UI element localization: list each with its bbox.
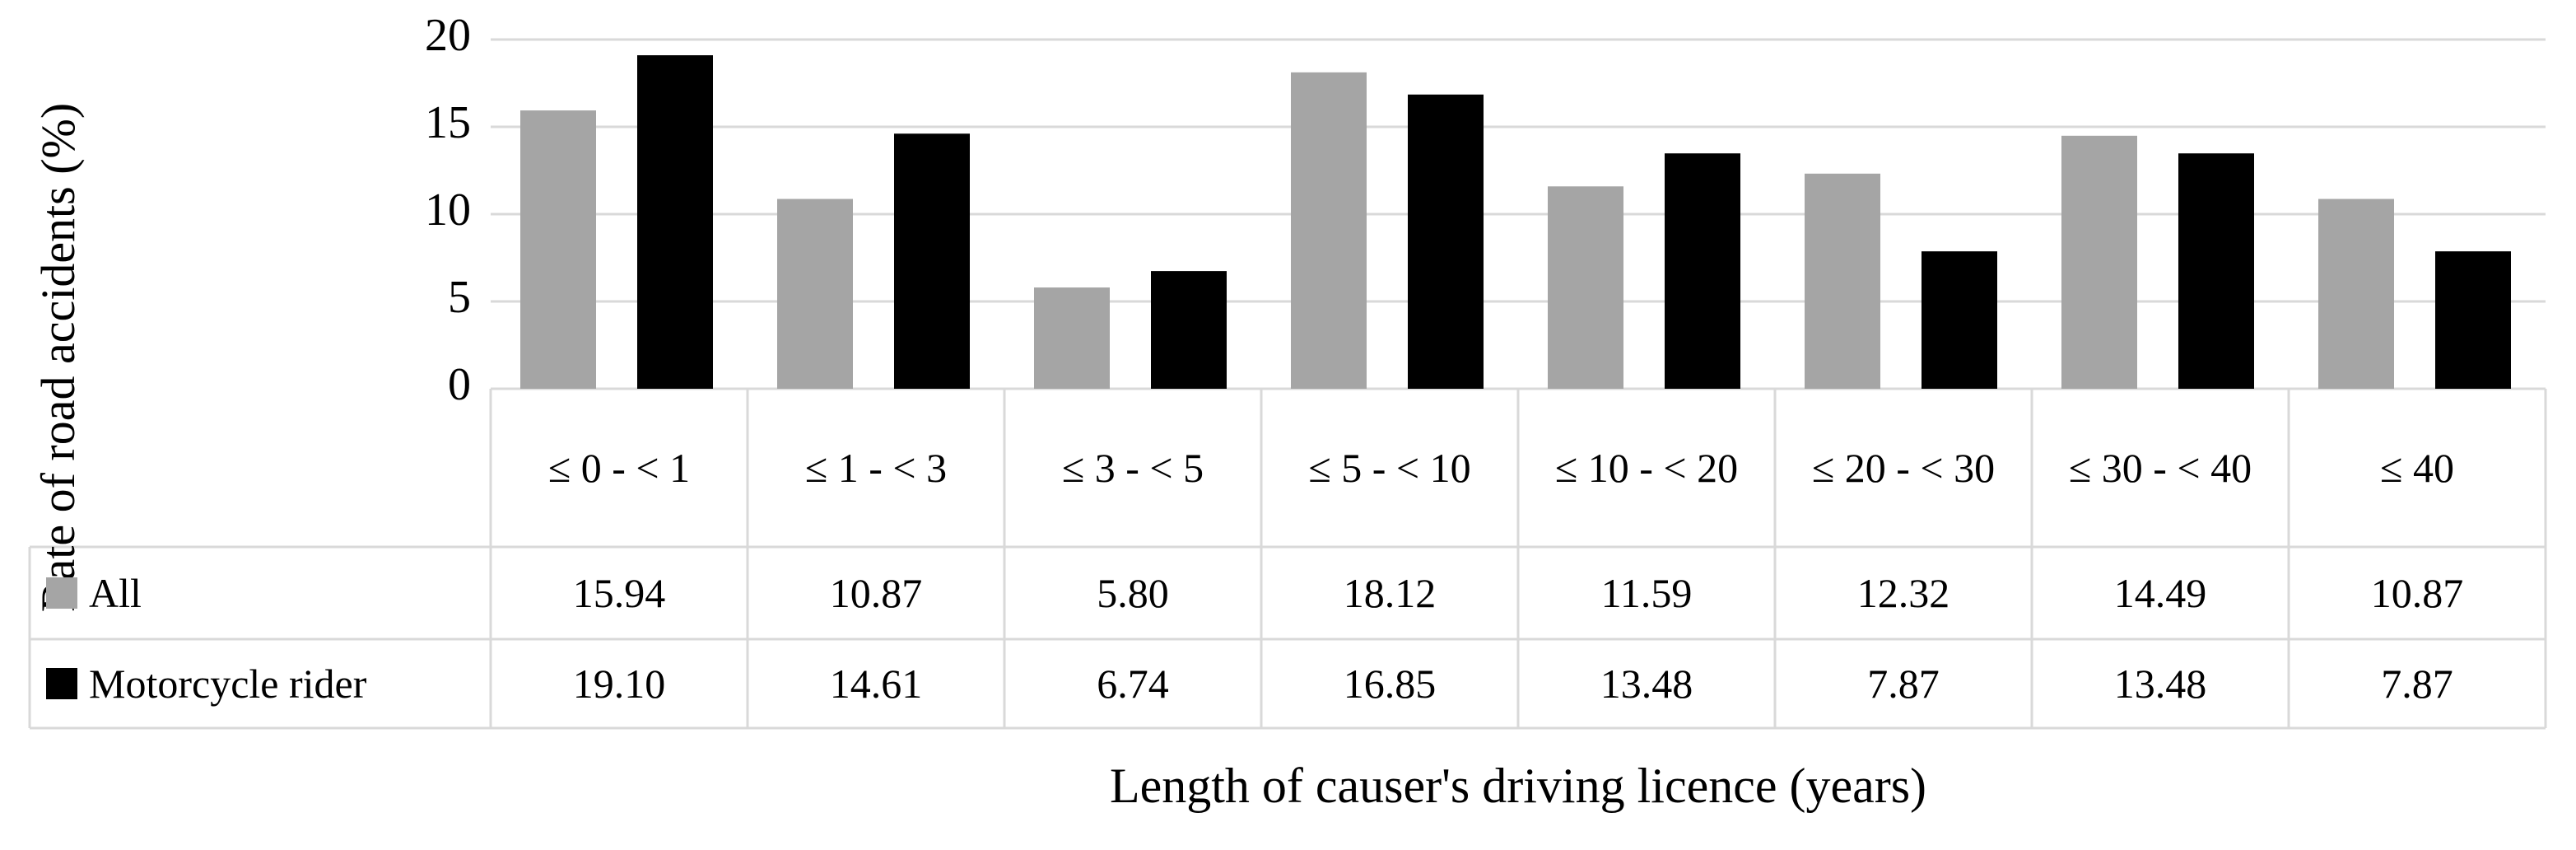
x-tick-label: ≤ 20 - < 30 bbox=[1811, 444, 1996, 491]
bar bbox=[894, 133, 970, 389]
table-value: 16.85 bbox=[1343, 660, 1437, 707]
table-value: 6.74 bbox=[1097, 660, 1169, 707]
table-value: 14.61 bbox=[829, 660, 923, 707]
y-tick-label: 20 bbox=[425, 10, 471, 61]
table-value: 7.87 bbox=[1867, 660, 1940, 707]
bar bbox=[2435, 251, 2511, 389]
x-tick-label: ≤ 0 - < 1 bbox=[547, 444, 691, 491]
legend-entry: Motorcycle rider bbox=[30, 639, 491, 728]
table-value: 11.59 bbox=[1600, 569, 1693, 616]
table-value: 13.48 bbox=[2113, 660, 2207, 707]
bar bbox=[777, 198, 853, 389]
table-value: 18.12 bbox=[1343, 569, 1437, 616]
table-value: 10.87 bbox=[2370, 569, 2464, 616]
bar bbox=[1034, 287, 1110, 389]
bar bbox=[637, 55, 713, 389]
y-tick-label: 0 bbox=[448, 359, 471, 410]
legend-label: Motorcycle rider bbox=[89, 660, 367, 707]
x-tick-label: ≤ 40 bbox=[2380, 444, 2454, 491]
bar bbox=[1922, 251, 1997, 389]
bar bbox=[520, 110, 596, 389]
legend-swatch bbox=[46, 577, 77, 609]
y-tick-label: 5 bbox=[448, 272, 471, 323]
table-value: 12.32 bbox=[1856, 569, 1950, 616]
table-value: 10.87 bbox=[829, 569, 923, 616]
table-value: 15.94 bbox=[572, 569, 666, 616]
x-axis-title: Length of causer's driving licence (year… bbox=[1109, 759, 1927, 813]
bar bbox=[2178, 153, 2254, 389]
table-value: 13.48 bbox=[1600, 660, 1693, 707]
legend-swatch bbox=[46, 668, 77, 699]
table-value: 5.80 bbox=[1097, 569, 1169, 616]
x-tick-label: ≤ 3 - < 5 bbox=[1061, 444, 1204, 491]
legend-entry: All bbox=[30, 547, 491, 639]
bar bbox=[2061, 135, 2137, 389]
table-value: 19.10 bbox=[572, 660, 666, 707]
x-tick-label: ≤ 10 - < 20 bbox=[1554, 444, 1739, 491]
bar bbox=[1151, 271, 1227, 389]
legend-label: All bbox=[89, 569, 142, 616]
bar bbox=[1805, 173, 1880, 390]
x-tick-label: ≤ 30 - < 40 bbox=[2068, 444, 2252, 491]
y-tick-label: 15 bbox=[425, 97, 471, 148]
bar bbox=[1548, 186, 1623, 389]
bar bbox=[1291, 72, 1367, 389]
x-tick-label: ≤ 5 - < 10 bbox=[1308, 444, 1471, 491]
bar bbox=[2318, 198, 2394, 389]
y-tick-label: 10 bbox=[425, 184, 471, 236]
bar bbox=[1408, 94, 1484, 389]
table-value: 7.87 bbox=[2381, 660, 2453, 707]
x-tick-label: ≤ 1 - < 3 bbox=[804, 444, 948, 491]
table-value: 14.49 bbox=[2113, 569, 2207, 616]
bar bbox=[1665, 153, 1740, 389]
